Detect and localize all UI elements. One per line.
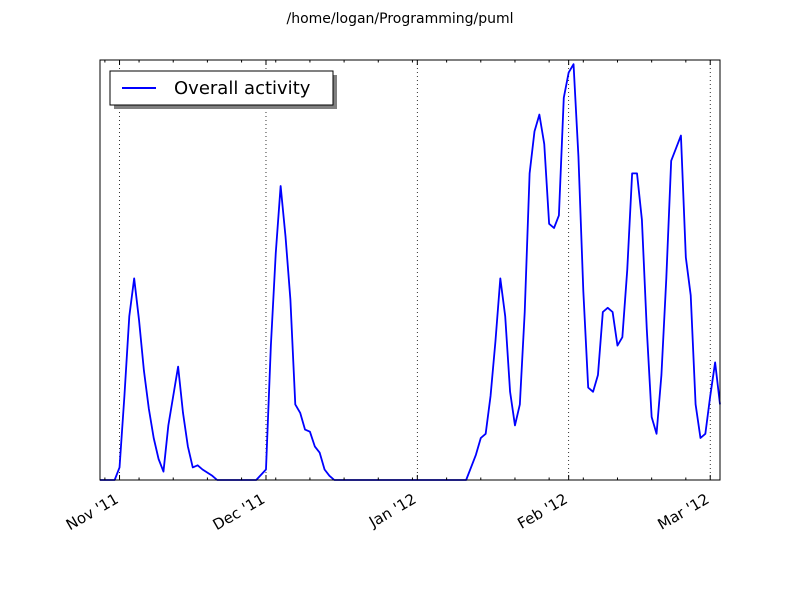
x-tick-label-mar-12: Mar '12: [654, 490, 712, 534]
x-gridlines: [119, 60, 711, 480]
series-line-overall-activity: [100, 63, 721, 481]
legend: Overall activity: [109, 70, 337, 109]
chart-title: /home/logan/Programming/puml: [287, 11, 514, 27]
x-tick-label-dec-11: Dec '11: [210, 490, 268, 534]
legend-entry-overall-activity: Overall activity: [174, 78, 311, 99]
x-tick-label-feb-12: Feb '12: [514, 490, 570, 533]
x-tick-label-jan-12: Jan '12: [365, 490, 419, 532]
x-tick-label-nov-11: Nov '11: [63, 490, 122, 534]
series-layer: [100, 63, 721, 481]
plot-area-frame: [99, 59, 721, 481]
